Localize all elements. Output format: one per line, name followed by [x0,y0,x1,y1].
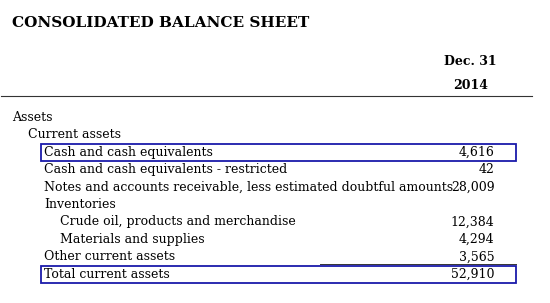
Text: 4,616: 4,616 [459,146,494,159]
Text: Inventories: Inventories [44,198,116,211]
Text: 3,565: 3,565 [459,250,494,263]
Text: Dec. 31: Dec. 31 [444,55,497,68]
Text: 12,384: 12,384 [451,215,494,228]
Text: CONSOLIDATED BALANCE SHEET: CONSOLIDATED BALANCE SHEET [12,16,309,30]
Text: 28,009: 28,009 [451,181,494,194]
Text: Notes and accounts receivable, less estimated doubtful amounts: Notes and accounts receivable, less esti… [44,181,453,194]
Text: 4,294: 4,294 [459,233,494,246]
Text: 52,910: 52,910 [451,268,494,281]
Text: 42: 42 [478,163,494,176]
Text: Assets: Assets [12,111,52,124]
Text: Crude oil, products and merchandise: Crude oil, products and merchandise [60,215,295,228]
Text: 2014: 2014 [453,79,488,92]
Text: Cash and cash equivalents: Cash and cash equivalents [44,146,213,159]
Text: Current assets: Current assets [28,128,121,142]
Text: Total current assets: Total current assets [44,268,169,281]
Text: Other current assets: Other current assets [44,250,175,263]
Text: Cash and cash equivalents - restricted: Cash and cash equivalents - restricted [44,163,287,176]
Text: Materials and supplies: Materials and supplies [60,233,205,246]
